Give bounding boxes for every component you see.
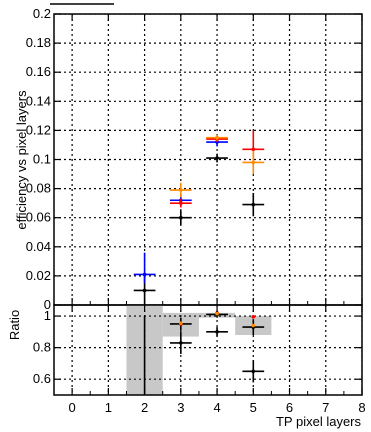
y-tick-label: 0.08 [26,181,51,196]
data-point [179,321,183,325]
series-2 [169,130,265,208]
y-tick-label: 0.16 [26,64,51,79]
series-3 [169,134,265,198]
series-0 [133,153,265,305]
x-axis-label: TP pixel layers [276,414,362,429]
y-tick-label: 0.6 [33,371,51,386]
series-0 [143,316,265,395]
y-tick-label: 1 [44,308,51,323]
y-tick-label: 0.18 [26,35,51,50]
y-tick-label: 0.8 [33,340,51,355]
data-point [179,341,183,345]
data-point [251,160,256,165]
y-tick-label: 0 [44,297,51,312]
y-tick-label: 0.14 [26,93,51,108]
data-point [251,202,256,207]
data-point [142,288,147,293]
data-point [215,156,219,160]
data-point [251,323,256,328]
y-tick-label: 0.02 [26,268,51,283]
x-tick-label: 5 [250,400,257,415]
data-point [179,201,183,205]
x-tick-label: 7 [322,400,329,415]
x-tick-label: 0 [69,400,76,415]
data-point [179,215,183,220]
data-point [179,188,183,192]
data-point [215,330,219,334]
plot-area [54,305,362,395]
y-tick-label: 0.06 [26,210,51,225]
x-tick-label: 6 [286,400,293,415]
data-point [142,272,147,277]
y-tick-label: 0.2 [33,6,51,21]
x-tick-label: 4 [213,400,220,415]
x-tick-label: 8 [358,400,365,415]
y-tick-label: 0.1 [33,152,51,167]
x-tick-label: 2 [141,400,148,415]
data-point [251,369,256,374]
y-tick-label: 0.12 [26,122,51,137]
plot-frame [53,304,363,396]
data-point [215,135,219,140]
data-point [251,315,256,319]
ratio-panel: 0.6 0.8 1 0 1 2 3 4 5 6 7 8 [33,304,366,415]
main-y-axis-label: efficiency vs pixel layers [14,90,29,230]
data-point [215,311,219,316]
series-3 [179,311,256,328]
x-tick-label: 3 [177,400,184,415]
data-point [251,147,256,152]
main-panel: 0 0.02 0.04 0.06 0.08 0.1 0.12 0.14 0.16 0.18 0.2 [26,6,363,312]
y-tick-label: 0.04 [26,239,51,254]
ratio-y-axis-label: Ratio [7,310,22,340]
x-tick-label: 1 [105,400,112,415]
plot-area [54,14,362,305]
